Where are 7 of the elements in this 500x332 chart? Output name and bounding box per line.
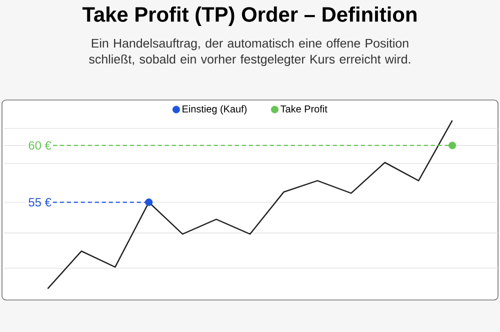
legend-label: Einstieg (Kauf) — [182, 105, 247, 114]
line-series — [47, 120, 453, 290]
y-tick-label: 55 € — [28, 198, 52, 206]
chart-title: Take Profit (TP) Order – Definition — [82, 6, 416, 26]
legend-label: Take Profit — [280, 105, 328, 112]
y-tick-label: 60 € — [28, 141, 52, 150]
chart-subtitle: Ein Handelsauftrag, der automatisch eine offene Position schließt, sobald ein vorher festgelegter Kurs erreicht wird. — [89, 38, 410, 66]
